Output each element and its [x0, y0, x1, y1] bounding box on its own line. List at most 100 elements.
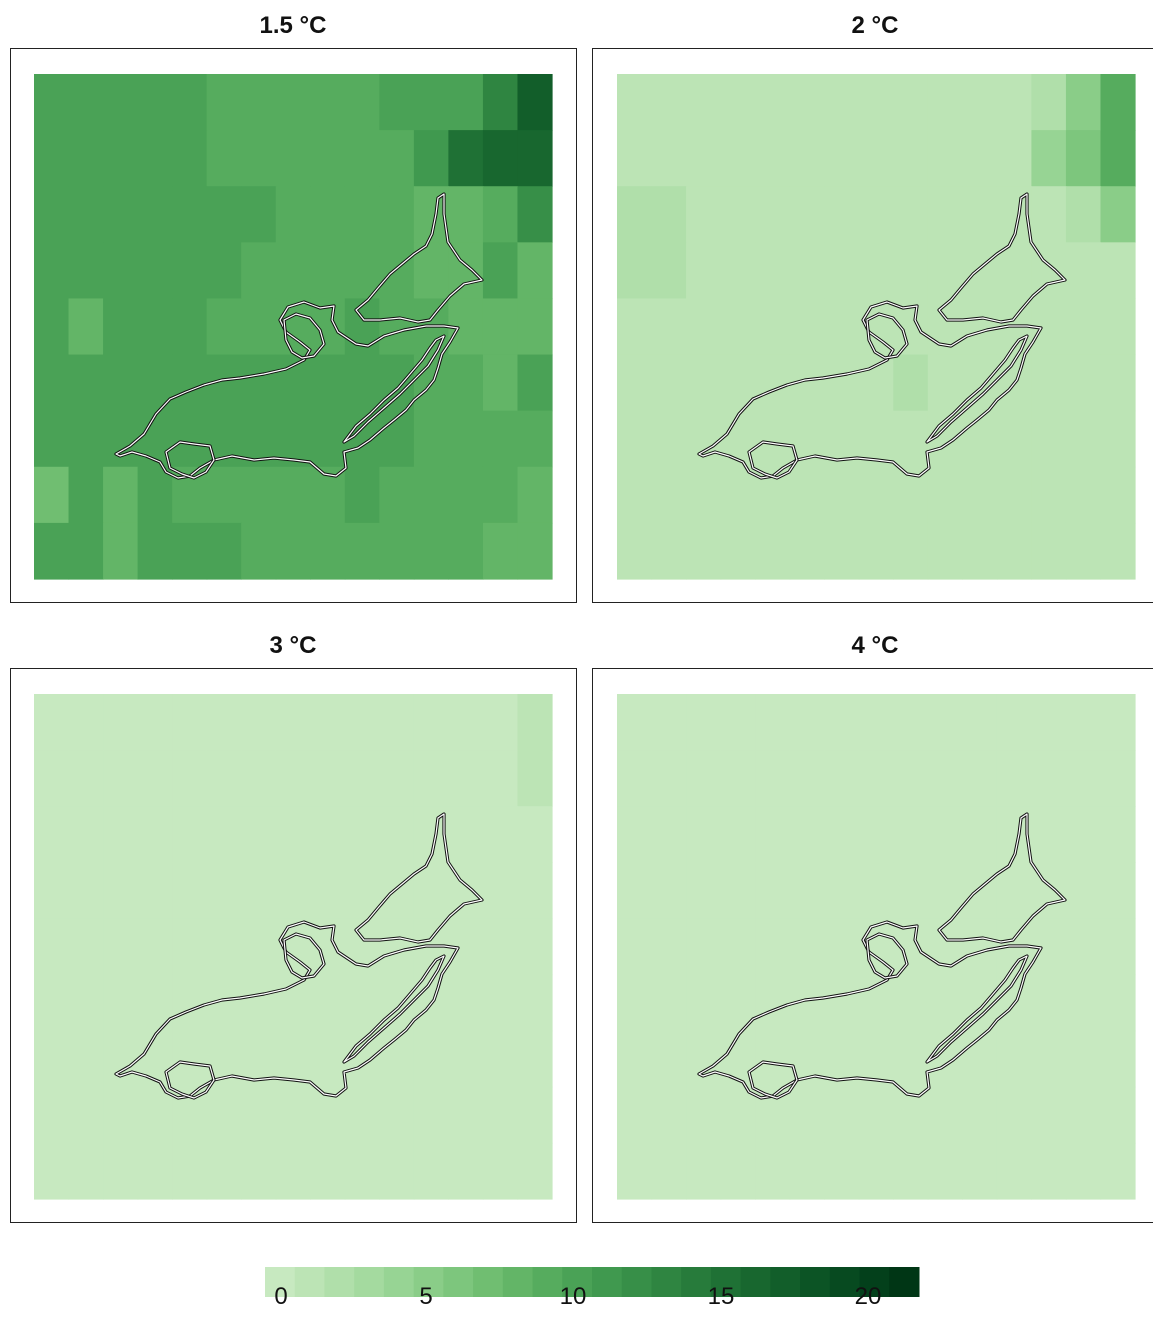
grid-cell	[858, 242, 894, 300]
grid-cell	[1100, 466, 1136, 524]
grid-cell	[241, 1142, 277, 1200]
colorbar-swatch	[681, 1267, 712, 1297]
grid-cell	[241, 750, 277, 807]
colorbar-swatch	[859, 1267, 890, 1297]
grid-cell	[517, 298, 553, 356]
grid-cell	[720, 74, 756, 131]
grid-cell	[310, 806, 346, 863]
coastline-highlight	[115, 301, 459, 479]
grid-cell	[448, 806, 484, 863]
grid-cell	[824, 1142, 860, 1200]
grid-cell	[172, 410, 208, 468]
grid-cell	[893, 242, 929, 300]
grid-cell	[686, 410, 722, 468]
grid-cell	[448, 186, 484, 243]
colorbar-swatch	[592, 1267, 623, 1297]
grid-cell	[1065, 186, 1102, 243]
grid-cell	[103, 410, 139, 468]
grid-cell	[824, 1086, 860, 1144]
grid-cell	[927, 466, 963, 524]
grid-cell	[413, 410, 449, 468]
grid-cell	[1031, 1030, 1067, 1088]
grid-cell	[172, 1142, 208, 1200]
grid-cell	[103, 862, 139, 920]
grid-cell	[1065, 354, 1102, 412]
grid-cell	[517, 806, 553, 863]
grid-cell	[651, 1142, 687, 1200]
grid-cell	[482, 694, 519, 751]
grid-cell	[824, 298, 860, 356]
panel-title-2: 2 °C	[851, 12, 899, 39]
grid-cell	[686, 130, 722, 187]
grid-cell	[344, 750, 380, 807]
grid-cell	[172, 74, 208, 131]
colorbar-tick-20: 20	[854, 1283, 882, 1310]
grid-cell	[137, 806, 173, 863]
grid-cell	[720, 918, 756, 976]
coastline-highlight	[926, 335, 1028, 443]
grid-cell	[413, 130, 449, 187]
grid-cell	[686, 354, 722, 412]
grid-cell	[824, 130, 860, 187]
grid-cell	[824, 806, 860, 863]
grid-cell	[275, 694, 311, 751]
grid-cell	[275, 1086, 311, 1144]
grid-cell	[379, 74, 415, 131]
grid-cell	[517, 186, 553, 243]
grid-cell	[789, 242, 825, 300]
grid-cell	[686, 242, 722, 300]
grid-cell	[893, 186, 929, 243]
grid-cell	[379, 1086, 415, 1144]
grid-cell	[893, 694, 929, 751]
grid-cell	[137, 466, 173, 524]
colorbar-tick-5: 5	[419, 1283, 433, 1310]
grid-cell	[517, 1086, 553, 1144]
panel-title-3: 3 °C	[269, 632, 317, 659]
grid-cell	[68, 466, 104, 524]
grid-cell	[413, 1030, 449, 1088]
grid-cell	[651, 750, 687, 807]
grid-cell	[962, 1142, 998, 1200]
grid-cell	[617, 242, 653, 300]
grid-cell	[241, 130, 277, 187]
grid-cell	[962, 974, 998, 1032]
grid-cell	[103, 1142, 139, 1200]
grid-cell	[755, 410, 791, 468]
grid-cell	[68, 806, 104, 863]
grid-cell	[172, 130, 208, 187]
grid-cell	[448, 74, 484, 131]
grid-cell	[310, 862, 346, 920]
grid-cell	[344, 862, 380, 920]
grid-cell	[103, 466, 139, 524]
coastline-highlight	[698, 301, 1042, 479]
grid-cell	[103, 750, 139, 807]
grid-cell	[996, 1086, 1032, 1144]
grid-cell	[206, 298, 242, 356]
grid-cell	[1065, 298, 1102, 356]
grid-cell	[34, 750, 70, 807]
grid-cell	[482, 410, 519, 468]
grid-cell	[962, 862, 998, 920]
grid-cell	[172, 694, 208, 751]
grid-cell	[379, 298, 415, 356]
grid-cell	[686, 750, 722, 807]
grid-cell	[1065, 862, 1102, 920]
grid-cell	[413, 466, 449, 524]
grid-cell	[755, 918, 791, 976]
grid-cell	[996, 522, 1032, 580]
grid-cell	[137, 242, 173, 300]
grid-cell	[275, 806, 311, 863]
grid-cell	[482, 74, 519, 131]
grid-cell	[206, 918, 242, 976]
grid-cell	[755, 974, 791, 1032]
grid-cell	[34, 974, 70, 1032]
grid-cell	[344, 806, 380, 863]
colorbar-swatch	[443, 1267, 474, 1297]
grid-cell	[517, 466, 553, 524]
grid-cell	[996, 74, 1032, 131]
grid-cell	[927, 354, 963, 412]
grid-cell	[1031, 1142, 1067, 1200]
grid-cell	[34, 806, 70, 863]
grid-cell	[755, 522, 791, 580]
grid-cell	[310, 694, 346, 751]
